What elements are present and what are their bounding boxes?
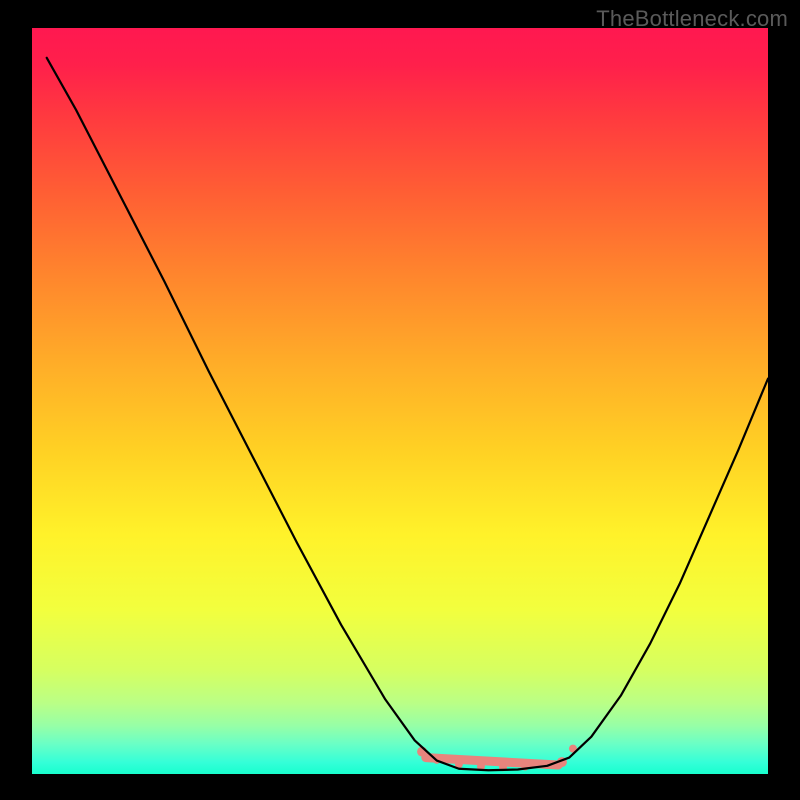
chart-container: TheBottleneck.com <box>0 0 800 800</box>
plot-background <box>32 28 768 774</box>
bottleneck-curve-chart <box>0 0 800 800</box>
watermark-label: TheBottleneck.com <box>596 6 788 32</box>
